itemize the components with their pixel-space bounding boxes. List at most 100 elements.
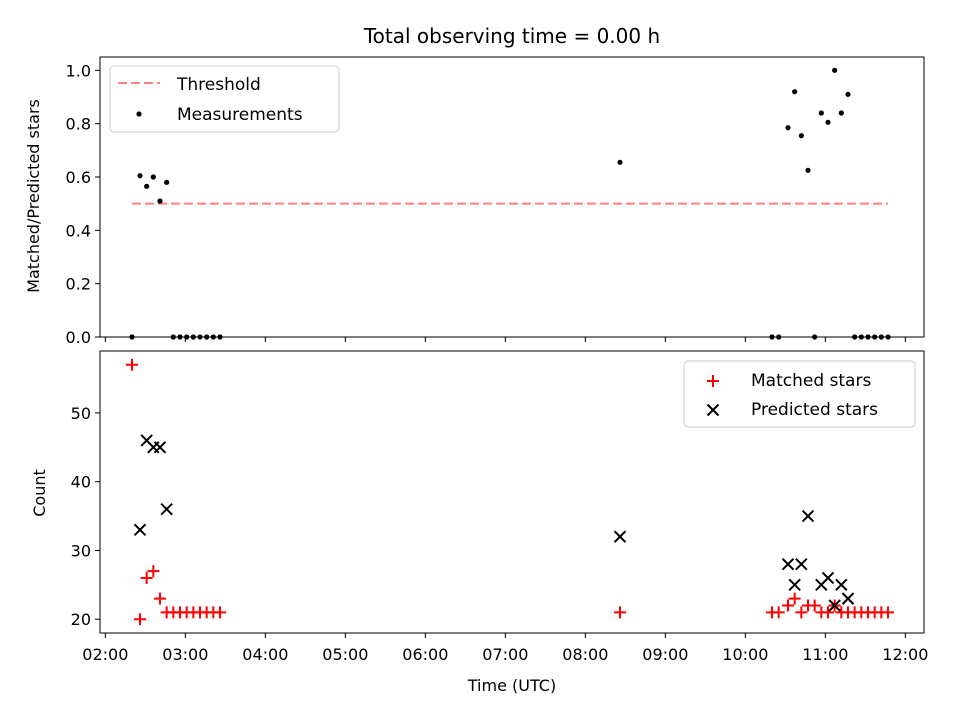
measurement-point xyxy=(769,334,775,340)
x-tick-label: 07:00 xyxy=(482,645,528,664)
matched-star-marker xyxy=(795,606,808,619)
x-tick-label: 10:00 xyxy=(722,645,768,664)
measurement-point xyxy=(217,334,223,340)
marker-stroke xyxy=(828,599,841,612)
predicted-star-marker xyxy=(828,599,841,612)
measurement-point xyxy=(885,334,891,340)
marker-stroke xyxy=(801,509,815,523)
legend-predicted-label: Predicted stars xyxy=(751,400,878,420)
predicted-star-marker xyxy=(613,530,627,543)
x-tick-label: 03:00 xyxy=(162,645,208,664)
measurement-point xyxy=(164,179,170,185)
predicted-star-marker xyxy=(781,558,795,571)
predicted-star-marker xyxy=(160,502,173,516)
measurement-point xyxy=(865,334,871,340)
matched-star-marker xyxy=(147,565,160,578)
top-y-tick-label: 0.8 xyxy=(66,115,91,134)
chart-title: Total observing time = 0.00 h xyxy=(363,24,660,48)
measurement-point xyxy=(825,119,831,125)
legend-matched-swatch xyxy=(707,375,719,387)
measurement-point xyxy=(812,334,818,340)
measurement-point xyxy=(798,133,804,139)
marker-stroke xyxy=(795,558,808,571)
x-tick-label: 08:00 xyxy=(562,645,608,664)
x-axis-label: Time (UTC) xyxy=(467,676,556,695)
measurement-point xyxy=(137,173,143,179)
measurement-point xyxy=(150,174,156,180)
measurement-point xyxy=(210,334,216,340)
marker-stroke xyxy=(613,530,627,543)
matched-star-marker xyxy=(788,592,801,605)
measurement-point xyxy=(832,67,838,73)
measurement-point xyxy=(785,125,791,131)
measurement-point xyxy=(805,167,811,173)
bottom-y-tick-label: 20 xyxy=(71,610,91,629)
predicted-star-marker xyxy=(821,571,835,585)
bottom-plot-frame xyxy=(99,350,925,634)
top-y-tick-label: 1.0 xyxy=(66,61,91,80)
top-y-tick-label: 0.0 xyxy=(66,328,91,347)
predicted-star-marker xyxy=(153,441,167,454)
measurement-point xyxy=(177,334,183,340)
top-panel: 0.0 0.2 0.4 0.6 0.8 1.0 Threshold Measurements xyxy=(66,56,925,347)
matched-star-marker xyxy=(214,606,226,619)
top-y-tick-label: 0.4 xyxy=(66,221,91,240)
measurement-point xyxy=(818,110,824,116)
marker-stroke xyxy=(841,592,855,605)
measurement-point xyxy=(838,110,844,116)
predicted-star-marker xyxy=(795,558,808,571)
bottom-y-tick-label: 50 xyxy=(71,404,91,423)
predicted-star-marker xyxy=(133,523,147,537)
x-tick-label: 04:00 xyxy=(242,645,288,664)
bottom-y-tick-label: 40 xyxy=(71,473,91,492)
marker-stroke xyxy=(153,441,167,454)
matched-star-marker xyxy=(882,606,894,619)
matched-star-marker xyxy=(134,613,146,626)
bottom-panel: 20 30 40 50 02:00 03:00 04:00 05:00 06:00 07:00 08… xyxy=(71,350,928,664)
marker-stroke xyxy=(140,434,153,447)
bottom-y-tick-label: 30 xyxy=(71,541,91,560)
top-y-axis-label: Matched/Predicted stars xyxy=(24,99,43,293)
bottom-legend-box xyxy=(683,360,916,428)
predicted-star-marker xyxy=(835,578,848,592)
measurement-point xyxy=(617,159,623,165)
marker-stroke xyxy=(160,502,173,516)
matched-star-marker xyxy=(782,599,794,612)
legend-matched-label: Matched stars xyxy=(751,371,871,391)
matched-star-marker xyxy=(822,606,834,619)
matched-star-marker xyxy=(140,571,153,584)
marker-stroke xyxy=(133,523,147,537)
legend-predicted-swatch xyxy=(706,403,720,417)
x-tick-label: 11:00 xyxy=(802,645,848,664)
matched-star-marker xyxy=(772,606,785,619)
measurement-point xyxy=(157,198,163,204)
marker-stroke xyxy=(781,558,795,571)
x-tick-label: 06:00 xyxy=(402,645,448,664)
matched-star-marker xyxy=(808,599,821,612)
x-tick-label: 05:00 xyxy=(322,645,368,664)
top-plot-frame xyxy=(99,56,925,338)
measurement-point xyxy=(792,89,798,95)
measurement-point xyxy=(204,334,210,340)
top-legend-box xyxy=(109,65,340,133)
measurement-point xyxy=(144,183,150,189)
bottom-y-axis-label: Count xyxy=(30,469,49,517)
top-y-tick-label: 0.6 xyxy=(66,168,91,187)
matched-star-marker xyxy=(126,358,138,371)
marker-stroke xyxy=(788,578,801,592)
measurement-point xyxy=(170,334,176,340)
predicted-star-marker xyxy=(801,509,815,523)
legend-measurements-swatch xyxy=(136,111,142,117)
measurement-point xyxy=(190,334,196,340)
measurement-point xyxy=(129,334,135,340)
measurement-point xyxy=(878,334,884,340)
measurement-point xyxy=(858,334,864,340)
marker-stroke xyxy=(835,578,848,592)
matched-star-marker xyxy=(614,606,626,619)
x-tick-label: 02:00 xyxy=(82,645,128,664)
marker-stroke xyxy=(706,403,720,417)
predicted-star-marker xyxy=(788,578,801,592)
top-y-tick-label: 0.2 xyxy=(66,275,91,294)
measurement-point xyxy=(845,91,851,97)
